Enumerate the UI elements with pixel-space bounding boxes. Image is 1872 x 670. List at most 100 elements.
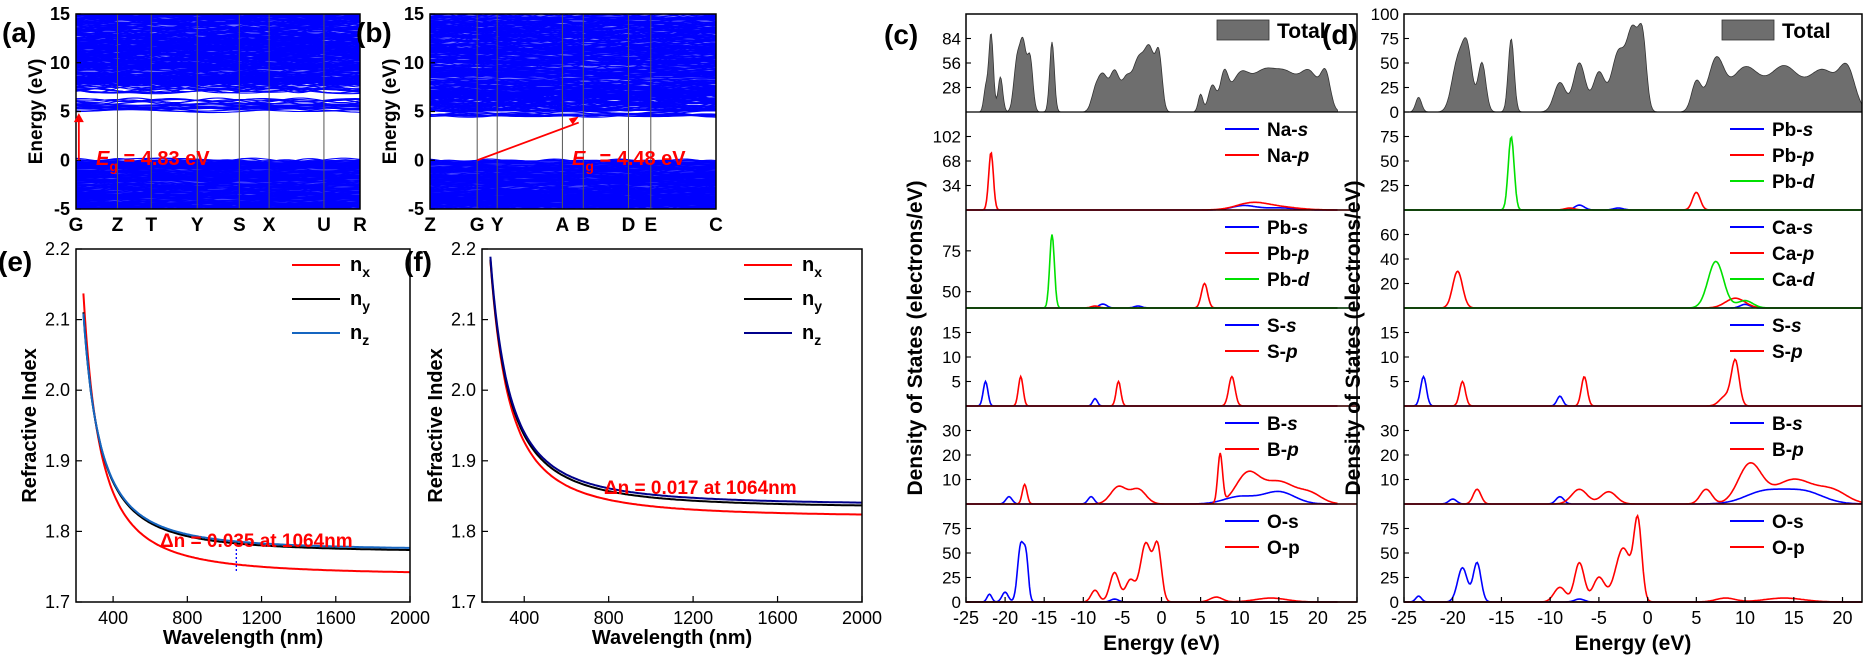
- curves: [489, 256, 862, 516]
- legend-label-italic: d: [1803, 172, 1815, 193]
- legend-label-text: B-: [1772, 440, 1792, 461]
- x-tick-label: 25: [1347, 608, 1367, 628]
- legend-label: O-p: [1772, 538, 1805, 559]
- y-tick-label: 10: [404, 53, 424, 73]
- dos-curve-s-s: [1404, 374, 1862, 407]
- y-axis-label: Refractive Index: [425, 348, 447, 503]
- dos-curve-s-p: [966, 374, 1338, 407]
- legend-label: S-p: [1267, 342, 1298, 363]
- x-tick-label: 2000: [390, 608, 430, 628]
- x-tick-label: 1600: [316, 608, 356, 628]
- dos-total-area: [1404, 22, 1863, 113]
- legend-label: Pb-p: [1772, 146, 1814, 167]
- y-tick-label: 1.8: [451, 521, 476, 541]
- y-axis-label: Density of States (electrons/eV): [1342, 180, 1365, 495]
- x-tick-label: -20: [992, 608, 1018, 628]
- y-tick-label: 0: [60, 150, 70, 170]
- dos-subplot: 28 56 84 Total: [942, 19, 1357, 113]
- kpoint-label: G: [470, 215, 485, 236]
- legend-label: O-s: [1772, 512, 1804, 533]
- legend-label-main: n: [350, 288, 362, 310]
- y-tick-label: 1.7: [451, 592, 476, 612]
- y-tick-label: 102: [933, 128, 961, 147]
- y-tick-label: 2.1: [45, 310, 70, 330]
- band-line: [430, 10, 716, 14]
- band-line: [76, 79, 360, 86]
- kpoint-label: X: [263, 215, 276, 236]
- kpoint-label: Y: [191, 215, 204, 236]
- kpoint-label: Y: [491, 215, 504, 236]
- legend-label: nz: [802, 322, 821, 348]
- legend-swatch: [1216, 19, 1270, 41]
- band-line: [430, 9, 716, 13]
- y-tick-label: 15: [942, 324, 961, 343]
- y-tick-label: 0: [952, 593, 961, 612]
- x-tick-label: 15: [1784, 608, 1804, 628]
- curve-ny: [489, 259, 862, 507]
- y-tick-label: 0: [414, 150, 424, 170]
- conduction-band-fill: [430, 14, 716, 94]
- y-tick-label: 15: [404, 4, 424, 24]
- y-tick-label: 25: [1380, 569, 1399, 588]
- legend-label: Ca-p: [1772, 244, 1814, 265]
- y-tick-label: 5: [952, 373, 961, 392]
- y-tick-label: 1.9: [45, 451, 70, 471]
- legend-label-text: O-p: [1772, 538, 1805, 559]
- curves: [82, 293, 410, 574]
- legend-label-text: S-: [1772, 316, 1791, 337]
- legend-label: S-p: [1772, 342, 1803, 363]
- y-tick-label: 75: [1380, 520, 1399, 539]
- legend-label: Pb-s: [1772, 120, 1813, 141]
- plot-frame: [1403, 13, 1863, 603]
- legend-label-italic: p: [1802, 146, 1815, 167]
- legend-label-italic: s: [1803, 218, 1814, 239]
- y-tick-label: 25: [1380, 177, 1399, 196]
- kpoint-label: E: [644, 215, 657, 236]
- curve-nx: [489, 260, 862, 516]
- band-line: [430, 94, 716, 101]
- band-line: [76, 7, 360, 14]
- legend-label: O-s: [1267, 512, 1299, 533]
- legend-label-text: Na-: [1267, 120, 1298, 141]
- legend-label-text: Ca-: [1772, 270, 1803, 291]
- band-line: [76, 98, 360, 102]
- legend-label: nx: [350, 254, 370, 280]
- legend-label-italic: p: [1297, 244, 1310, 265]
- y-tick-label: 15: [1380, 324, 1399, 343]
- band-gap-label: Eg = 4.48 eV: [572, 148, 686, 174]
- legend-label: Total: [1277, 20, 1326, 43]
- kpoint-label: U: [317, 215, 331, 236]
- legend-label-text: Pb-: [1267, 244, 1298, 265]
- band-line: [430, 6, 716, 12]
- legend-label-text: Pb-: [1772, 120, 1803, 141]
- y-tick-label: 75: [1380, 128, 1399, 147]
- refractive-panel-5: 400 800 1200 1600 2000 1.7 1.8 1.9 2.0 2.1 2.2 Wave…: [404, 239, 882, 649]
- legend-label-italic: d: [1298, 270, 1310, 291]
- y-tick-label: 25: [1380, 79, 1399, 98]
- legend-label-sub: x: [814, 264, 822, 280]
- x-tick-label: 10: [1230, 608, 1250, 628]
- kpoint-label: Z: [424, 215, 436, 236]
- legend-label-sub: x: [362, 264, 370, 280]
- band-line: [430, 99, 716, 108]
- legend-label-sub: y: [814, 298, 822, 314]
- y-tick-label: 10: [1380, 471, 1399, 490]
- y-tick-label: 2.2: [45, 239, 70, 259]
- x-tick-label: 20: [1308, 608, 1328, 628]
- y-tick-label: 84: [942, 30, 961, 49]
- legend-label: S-s: [1772, 316, 1802, 337]
- y-tick-label: -5: [54, 199, 70, 219]
- band-line: [76, 9, 360, 14]
- band-gap-arrowhead: [73, 113, 84, 123]
- y-tick-label: 28: [942, 79, 961, 98]
- dos-curve-s-p: [1404, 358, 1862, 407]
- legend-label-italic: s: [1791, 316, 1802, 337]
- band-line: [430, 109, 716, 114]
- legend-label-italic: p: [1790, 342, 1803, 363]
- y-tick-label: 50: [1380, 544, 1399, 563]
- band-line: [430, 11, 716, 14]
